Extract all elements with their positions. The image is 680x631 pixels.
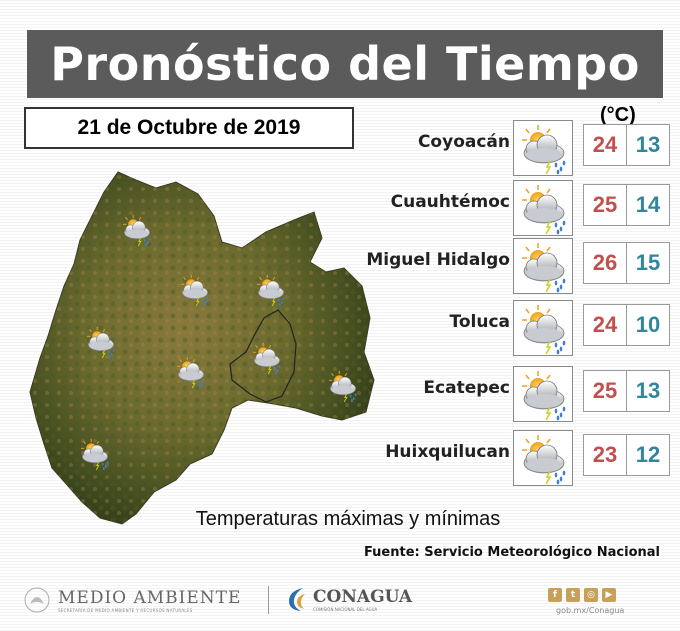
forecast-row: Miguel Hidalgo 26 15: [360, 236, 670, 294]
temp-max: 24: [583, 304, 627, 346]
cloud-sun-storm-icon: [513, 366, 573, 422]
temp-min: 13: [626, 124, 670, 166]
temp-max: 25: [583, 184, 627, 226]
temp-min: 14: [626, 184, 670, 226]
temp-min: 12: [626, 434, 670, 476]
cloud-sun-rain-icon: [513, 120, 573, 176]
forecast-row: Ecatepec 25 13: [360, 364, 670, 422]
website-link[interactable]: gob.mx/Conagua: [556, 606, 625, 615]
temp-max: 26: [583, 242, 627, 284]
facebook-icon[interactable]: f: [548, 588, 562, 602]
medio-ambiente-logo: MEDIO AMBIENTE SECRETARÍA DE MEDIO AMBIE…: [22, 586, 241, 614]
footer-divider: [268, 586, 269, 614]
temperatures-caption: Temperaturas máximas y mínimas: [195, 508, 501, 530]
medio-ambiente-subtitle: SECRETARÍA DE MEDIO AMBIENTE Y RECURSOS …: [58, 607, 193, 613]
cloud-sun-rain-icon: [513, 238, 573, 294]
forecast-row: Coyoacán 24 13: [360, 118, 670, 176]
temp-max: 24: [583, 124, 627, 166]
cloud-sun-storm-icon: [513, 430, 573, 486]
temp-min: 15: [626, 242, 670, 284]
city-name: Coyoacán: [417, 132, 510, 152]
city-name: Ecatepec: [423, 378, 510, 398]
temp-min: 10: [626, 304, 670, 346]
temp-min: 13: [626, 370, 670, 412]
temp-max: 23: [583, 434, 627, 476]
conagua-logo: CONAGUA COMISIÓN NACIONAL DEL AGUA: [283, 585, 412, 613]
conagua-wave-icon: [289, 588, 305, 611]
temp-max: 25: [583, 370, 627, 412]
conagua-title: CONAGUA: [313, 586, 413, 607]
city-name: Toluca: [449, 312, 511, 332]
forecast-row: Toluca 24 10: [360, 298, 670, 356]
temperature-unit: (°C): [600, 104, 636, 126]
cloud-sun-storm-icon: [513, 180, 573, 236]
city-name: Miguel Hidalgo: [366, 250, 510, 270]
state-map: [29, 171, 375, 525]
source-credit: Fuente: Servicio Meteorológico Nacional: [363, 545, 660, 560]
forecast-date: 21 de Octubre de 2019: [24, 107, 354, 149]
cdmx-outline: [229, 309, 297, 403]
instagram-icon[interactable]: ◎: [584, 588, 598, 602]
forecast-row: Cuauhtémoc 25 14: [360, 178, 670, 236]
conagua-subtitle: COMISIÓN NACIONAL DEL AGUA: [313, 606, 378, 612]
youtube-icon[interactable]: ▶: [602, 588, 616, 602]
forecast-row: Huixquilucan 23 12: [360, 428, 670, 486]
social-links: f t ◎ ▶: [548, 588, 616, 602]
medio-ambiente-title: MEDIO AMBIENTE: [58, 587, 242, 608]
page-title: Pronóstico del Tiempo: [27, 30, 663, 98]
city-name: Huixquilucan: [385, 442, 510, 462]
cloud-sun-storm-icon: [513, 300, 573, 356]
twitter-icon[interactable]: t: [566, 588, 580, 602]
eagle-seal-icon: [24, 587, 50, 613]
city-name: Cuauhtémoc: [390, 192, 510, 212]
